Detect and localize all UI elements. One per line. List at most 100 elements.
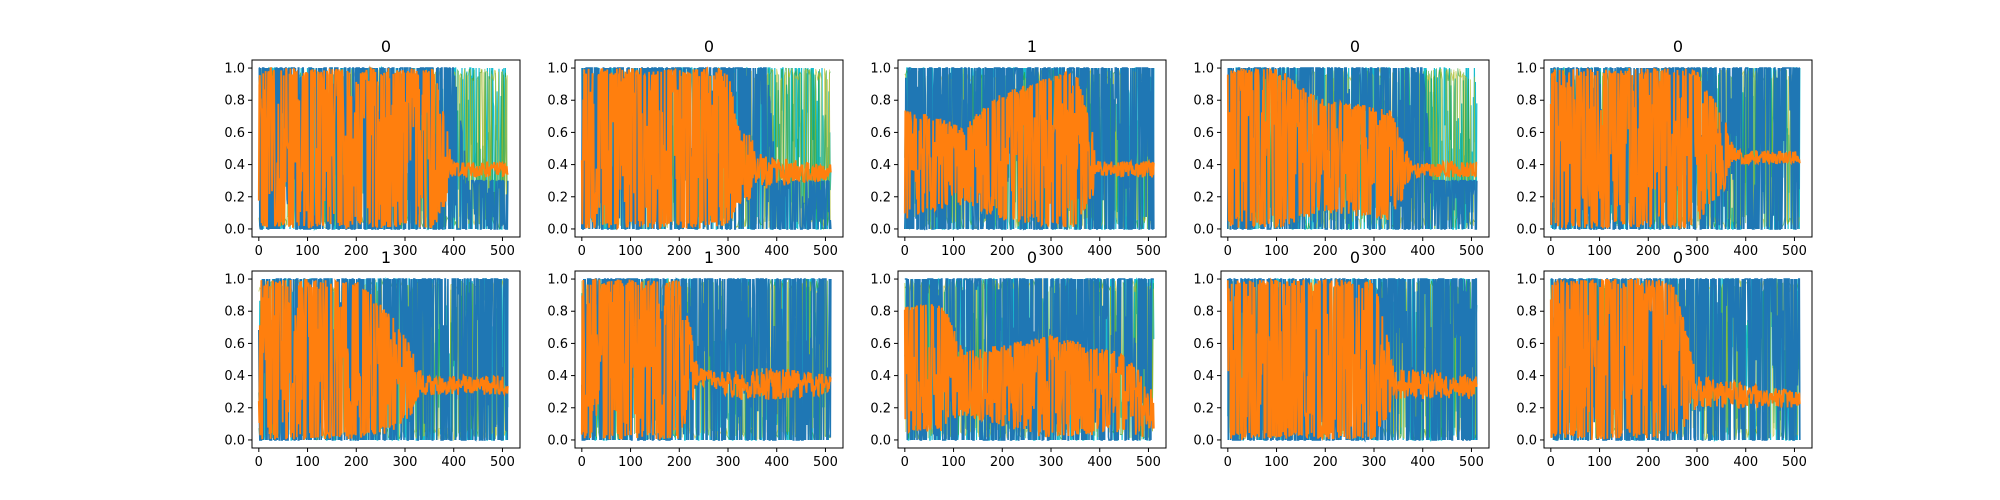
x-tick-label: 500 — [1136, 244, 1161, 259]
x-tick-label: 300 — [393, 455, 418, 470]
y-tick-label: 0.4 — [870, 158, 891, 173]
axes-frame — [1220, 59, 1490, 238]
x-tick-label: 100 — [1587, 455, 1612, 470]
y-tick-label: 0.2 — [1193, 401, 1214, 416]
y-tick-label: 0.0 — [870, 222, 891, 237]
plot-area — [903, 277, 1155, 441]
x-tick-label: 500 — [490, 244, 515, 259]
axes-frame — [1543, 270, 1813, 449]
y-tick-label: 1.0 — [224, 273, 245, 288]
x-tick-label: 0 — [255, 244, 263, 259]
x-tick-label: 200 — [990, 455, 1015, 470]
series-line-orange — [1226, 277, 1478, 442]
x-tick-label: 400 — [1087, 244, 1112, 259]
x-tick-label: 200 — [990, 244, 1015, 259]
axes-frame — [251, 59, 521, 238]
x-tick-label: 0 — [255, 455, 263, 470]
plot-area — [1226, 277, 1478, 443]
y-tick-label: 0.0 — [1193, 433, 1214, 448]
y-tick-label: 0.4 — [547, 369, 568, 384]
y-tick-label: 0.8 — [224, 305, 245, 320]
y-tick-label: 0.8 — [224, 94, 245, 109]
x-tick-label: 100 — [618, 244, 643, 259]
plot-area — [580, 66, 832, 231]
plot-area — [1226, 67, 1478, 231]
subplot-3: 0 0 100 200 300 400 500 0.0 0.2 0.4 0.6 0.8 1.0 — [1193, 37, 1490, 259]
subplot-4: 0 0 100 200 300 400 500 0.0 0.2 0.4 0.6 0.8 1.0 — [1516, 37, 1813, 259]
series-line-blue — [1227, 278, 1478, 443]
y-tick-label: 0.2 — [547, 401, 568, 416]
subplot-title: 0 — [1673, 37, 1683, 56]
y-tick-label: 0.2 — [547, 190, 568, 205]
y-tick-label: 0.6 — [1516, 126, 1537, 141]
y-tick-label: 1.0 — [547, 273, 568, 288]
axes-frame — [1220, 270, 1490, 449]
x-tick-label: 500 — [490, 455, 515, 470]
x-tick-label: 100 — [941, 455, 966, 470]
x-tick-label: 200 — [1313, 244, 1338, 259]
x-tick-label: 0 — [901, 244, 909, 259]
y-tick-label: 0.6 — [870, 126, 891, 141]
subplot-7: 0 0 100 200 300 400 500 0.0 0.2 0.4 0.6 0.8 1.0 — [870, 248, 1167, 470]
plot-area — [580, 277, 832, 442]
series-line-blue — [1550, 278, 1801, 441]
y-tick-label: 0.8 — [547, 94, 568, 109]
y-tick-label: 0.0 — [1516, 222, 1537, 237]
y-tick-label: 0.2 — [1193, 190, 1214, 205]
y-tick-label: 1.0 — [870, 62, 891, 77]
series-line-orange — [1549, 68, 1801, 229]
subplot-title: 0 — [704, 37, 714, 56]
y-tick-label: 0.0 — [547, 433, 568, 448]
axes-frame — [251, 270, 521, 449]
x-tick-label: 200 — [1636, 244, 1661, 259]
x-tick-label: 100 — [295, 244, 320, 259]
series-line-orange — [580, 277, 832, 440]
y-tick-label: 0.4 — [870, 369, 891, 384]
y-tick-label: 0.6 — [1516, 337, 1537, 352]
series-line-blue — [581, 277, 832, 441]
x-tick-label: 0 — [1547, 244, 1555, 259]
subplot-9: 0 0 100 200 300 400 500 0.0 0.2 0.4 0.6 0.8 1.0 — [1516, 248, 1813, 470]
plot-area — [1549, 277, 1801, 443]
y-tick-label: 0.4 — [1193, 369, 1214, 384]
subplot-title: 0 — [381, 37, 391, 56]
y-tick-label: 0.4 — [547, 158, 568, 173]
subplot-5: 1 0 100 200 300 400 500 0.0 0.2 0.4 0.6 0.8 1.0 — [224, 248, 521, 470]
subplot-0: 0 0 100 200 300 400 500 0.0 0.2 0.4 0.6 0.8 1.0 — [224, 37, 521, 259]
x-tick-label: 100 — [1264, 244, 1289, 259]
x-tick-label: 100 — [941, 244, 966, 259]
x-tick-label: 0 — [901, 455, 909, 470]
y-tick-label: 0.8 — [1193, 94, 1214, 109]
y-tick-label: 0.4 — [1516, 369, 1537, 384]
y-tick-label: 0.0 — [547, 222, 568, 237]
subplot-title: 0 — [1350, 37, 1360, 56]
axes-frame — [897, 59, 1167, 238]
x-tick-label: 0 — [1224, 244, 1232, 259]
subplot-2: 1 0 100 200 300 400 500 0.0 0.2 0.4 0.6 0.8 1.0 — [870, 37, 1167, 259]
x-tick-label: 100 — [618, 455, 643, 470]
x-tick-label: 100 — [1264, 455, 1289, 470]
y-tick-label: 1.0 — [547, 62, 568, 77]
x-tick-label: 200 — [344, 244, 369, 259]
y-tick-label: 0.0 — [870, 433, 891, 448]
x-tick-label: 200 — [344, 455, 369, 470]
y-tick-label: 0.8 — [1516, 305, 1537, 320]
y-tick-label: 0.4 — [224, 158, 245, 173]
y-tick-label: 0.4 — [224, 369, 245, 384]
y-tick-label: 0.2 — [870, 401, 891, 416]
axes-frame — [574, 270, 844, 449]
y-tick-label: 1.0 — [1193, 62, 1214, 77]
subplot-8: 0 0 100 200 300 400 500 0.0 0.2 0.4 0.6 0.8 1.0 — [1193, 248, 1490, 470]
x-tick-label: 300 — [1362, 244, 1387, 259]
subplot-1: 0 0 100 200 300 400 500 0.0 0.2 0.4 0.6 0.8 1.0 — [547, 37, 844, 259]
x-tick-label: 500 — [1782, 244, 1807, 259]
y-tick-label: 0.6 — [870, 337, 891, 352]
y-tick-label: 0.6 — [547, 337, 568, 352]
subplot-title: 0 — [1673, 248, 1683, 267]
x-tick-label: 300 — [1362, 455, 1387, 470]
x-tick-label: 200 — [1636, 455, 1661, 470]
y-tick-label: 0.8 — [1516, 94, 1537, 109]
y-tick-label: 0.8 — [870, 305, 891, 320]
series-line-blue — [1227, 67, 1478, 230]
x-tick-label: 500 — [813, 244, 838, 259]
